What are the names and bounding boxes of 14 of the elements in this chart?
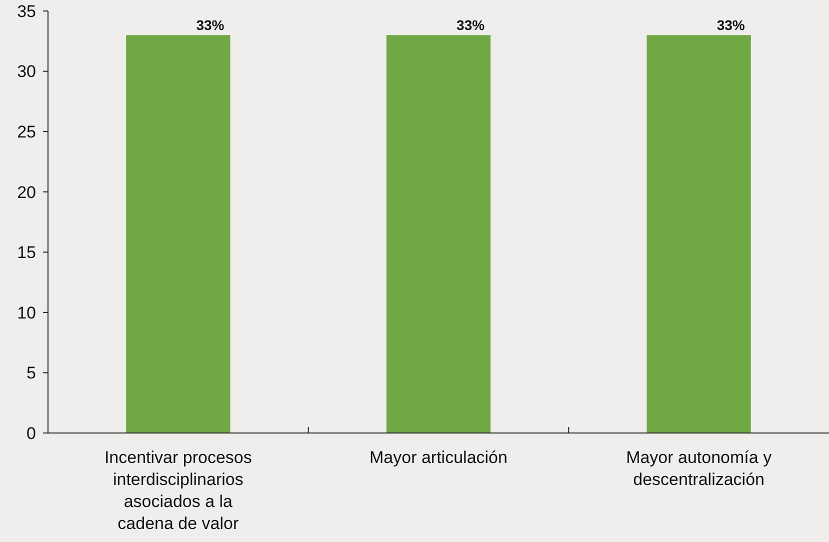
y-tick-label: 35 xyxy=(17,2,36,21)
data-label: 33% xyxy=(456,17,486,34)
y-tick-label: 25 xyxy=(17,122,36,142)
x-tick-label: Mayor articulación xyxy=(370,448,508,467)
y-tick-label: 20 xyxy=(17,182,36,202)
y-tick-label: 0 xyxy=(26,424,36,443)
data-label: 33% xyxy=(716,17,746,34)
data-label: 33% xyxy=(196,17,225,34)
x-tick-label: Mayor autonomía y descentralización xyxy=(626,448,772,489)
x-tick-label: Incentivar procesos interdisciplinarios asociados a la cadena de valor xyxy=(104,448,252,533)
y-tick-label: 30 xyxy=(17,62,36,82)
y-tick-label: 15 xyxy=(17,243,36,262)
y-tick-label: 10 xyxy=(17,303,36,322)
y-tick-label: 5 xyxy=(26,364,36,383)
